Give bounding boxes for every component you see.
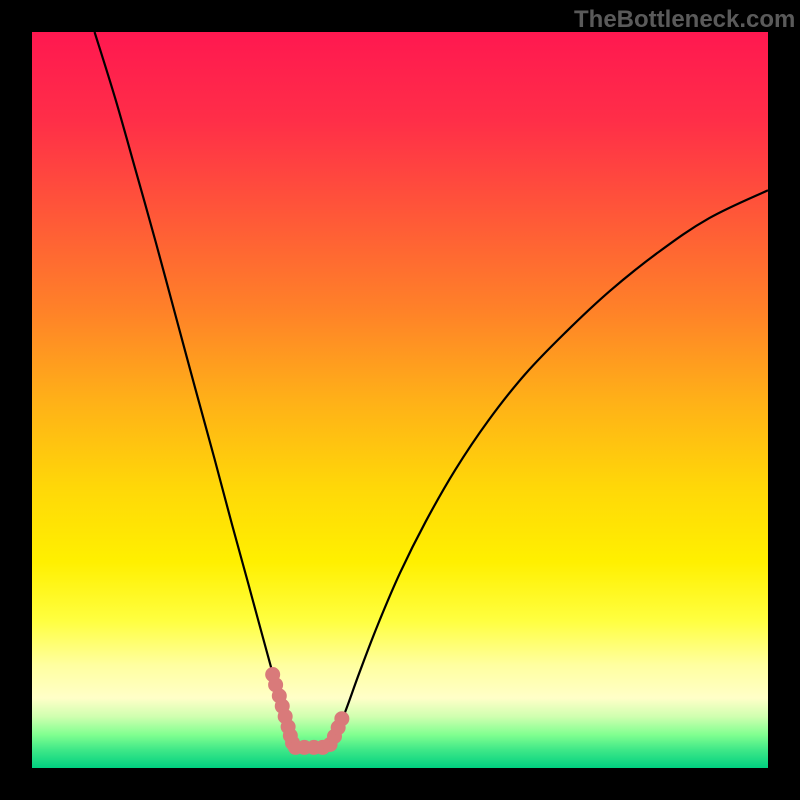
plot-background — [32, 32, 768, 768]
bottleneck-chart — [0, 0, 800, 800]
data-marker — [335, 712, 349, 726]
watermark-text: TheBottleneck.com — [574, 6, 795, 34]
